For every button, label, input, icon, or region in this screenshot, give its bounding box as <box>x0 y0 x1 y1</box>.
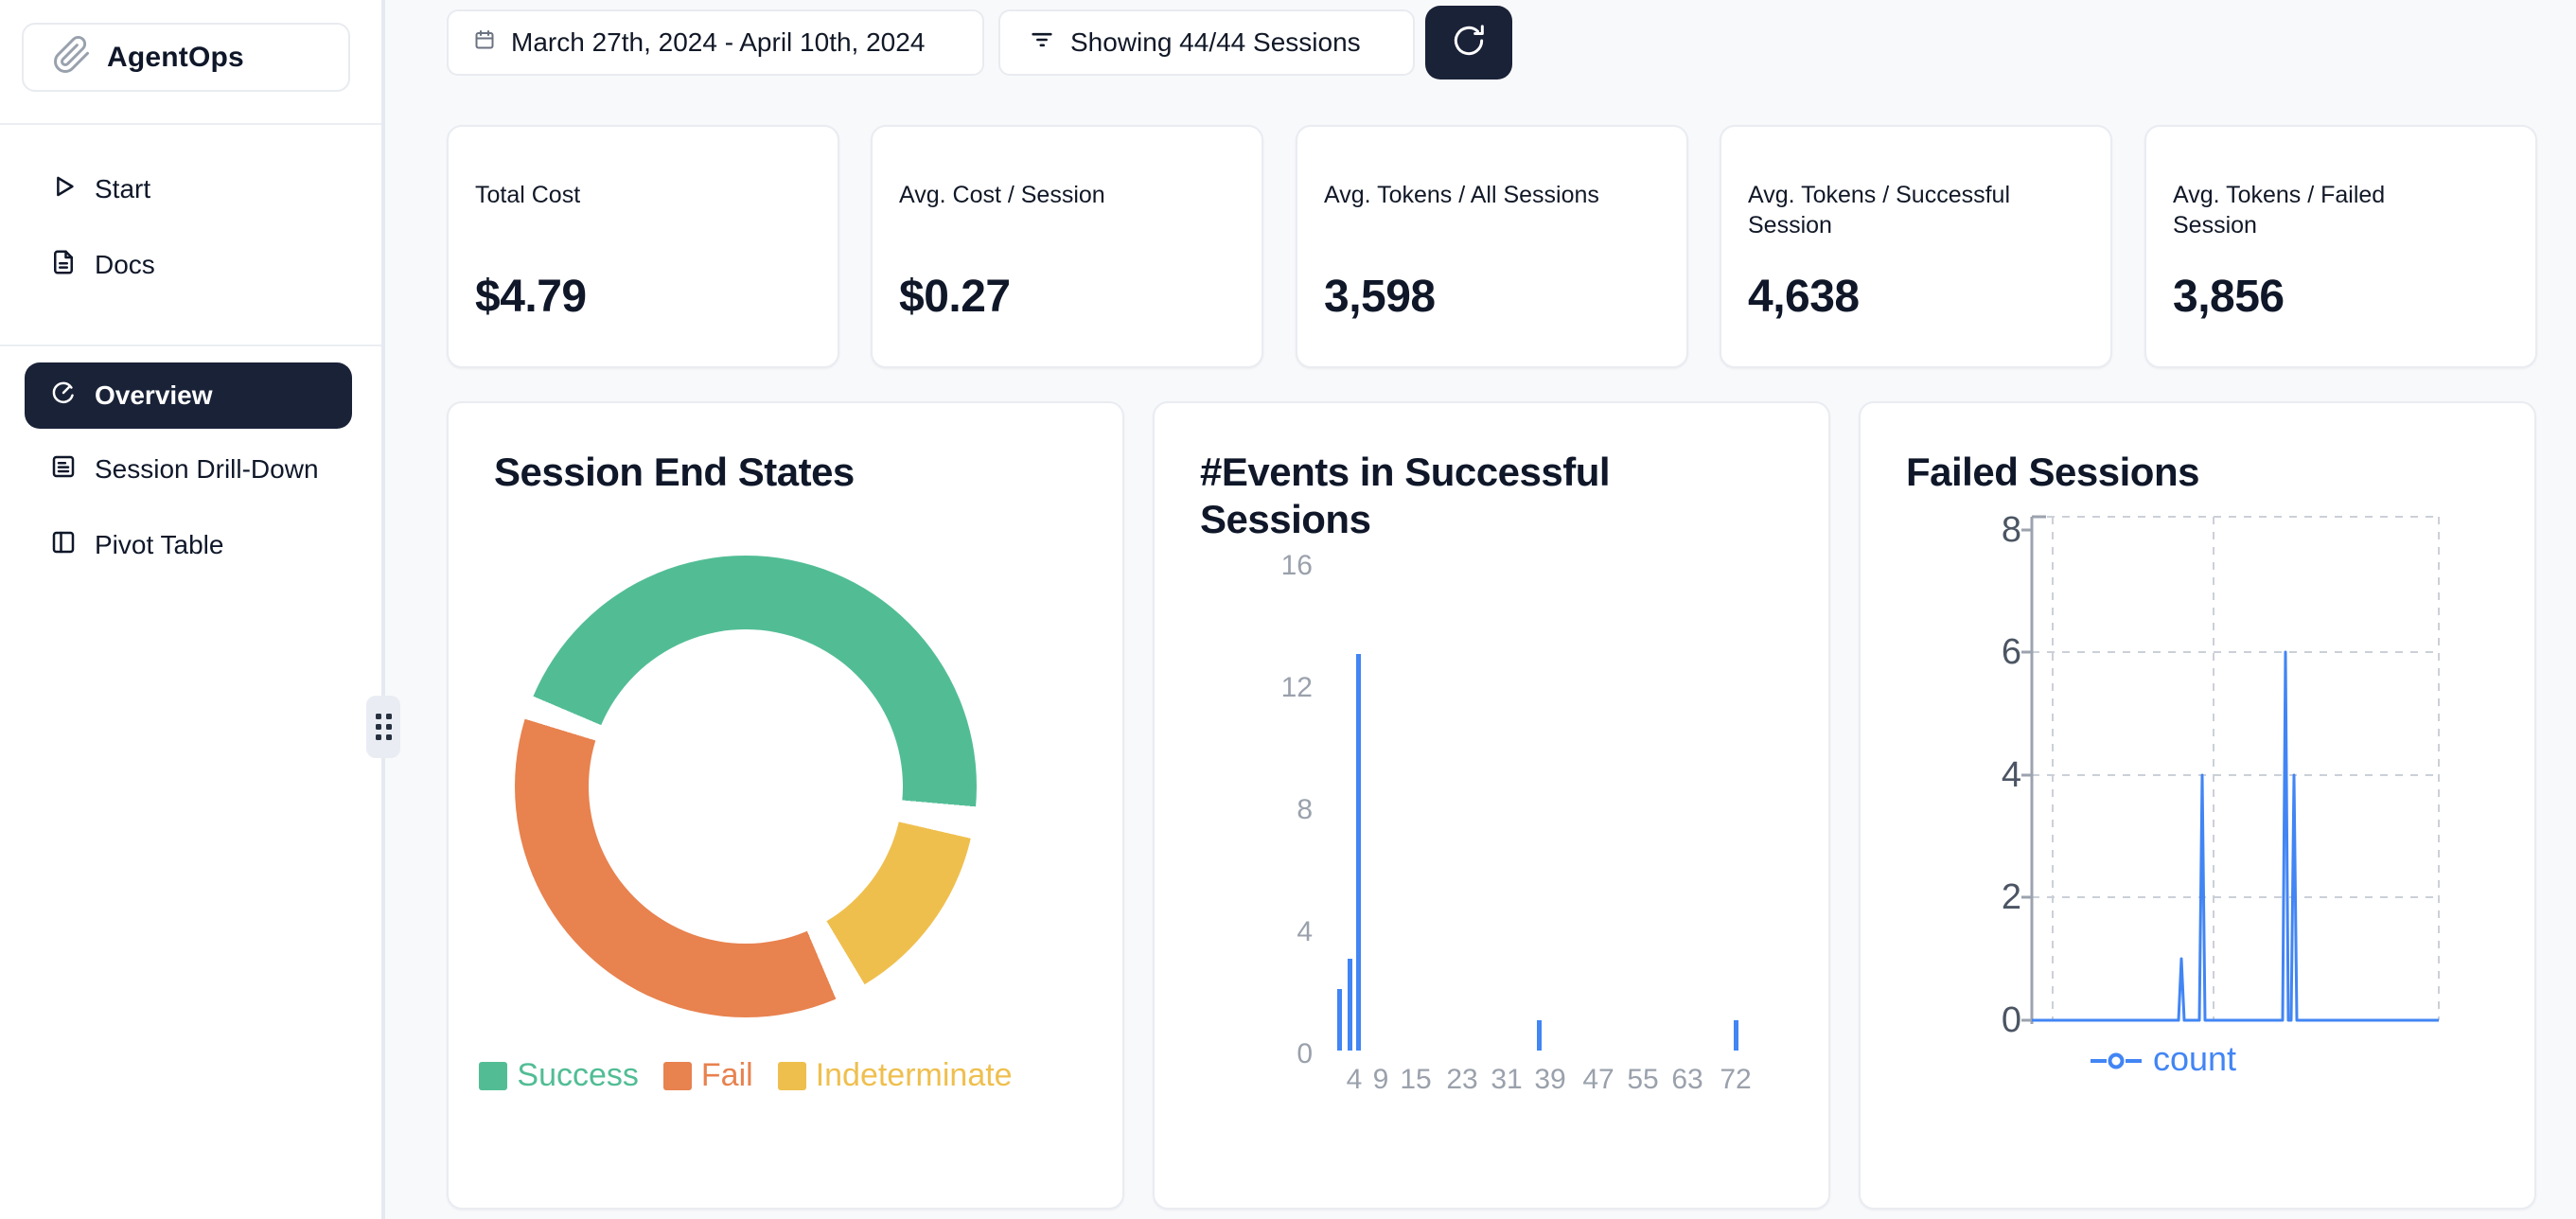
date-range-button[interactable]: March 27th, 2024 - April 10th, 2024 <box>447 9 984 76</box>
stat-card-avg-tokens-all: Avg. Tokens / All Sessions 3,598 <box>1296 125 1688 368</box>
stat-card-avg-tokens-failed: Avg. Tokens / Failed Session 3,856 <box>2144 125 2537 368</box>
chart-title: Session End States <box>494 450 855 494</box>
chart-title: Failed Sessions <box>1906 450 2199 494</box>
x-axis-tick: 31 <box>1491 1064 1523 1095</box>
x-axis-tick: 39 <box>1534 1064 1566 1095</box>
x-axis-tick: 47 <box>1582 1064 1614 1095</box>
stat-card-avg-cost-session: Avg. Cost / Session $0.27 <box>871 125 1263 368</box>
stat-value: 4,638 <box>1748 272 1860 322</box>
stat-value: 3,598 <box>1324 272 1436 322</box>
stat-label: Avg. Tokens / Successful Session <box>1748 182 2011 238</box>
sessions-filter-label: Showing 44/44 Sessions <box>1070 27 1361 57</box>
x-axis-tick: 72 <box>1720 1064 1752 1095</box>
gauge-icon <box>49 379 78 414</box>
legend-label: Indeterminate <box>815 1057 1013 1093</box>
legend-item-fail[interactable]: Fail <box>662 1057 753 1094</box>
x-axis-tick: 63 <box>1671 1064 1703 1095</box>
sessions-filter-button[interactable]: Showing 44/44 Sessions <box>998 9 1415 76</box>
y-axis-tick: 12 <box>1280 672 1313 703</box>
histogram-bar <box>1537 1020 1542 1051</box>
calendar-icon <box>473 27 496 58</box>
chart-title: #Events in Successful Sessions <box>1200 450 1611 541</box>
panel-drag-handle[interactable] <box>366 696 400 758</box>
y-axis-tick: 6 <box>2001 632 2021 672</box>
y-axis-tick: 0 <box>2001 1000 2021 1040</box>
stat-value: $4.79 <box>475 272 587 322</box>
stat-value: $0.27 <box>899 272 1011 322</box>
sidebar-item-label: Overview <box>95 380 213 410</box>
y-axis-tick: 8 <box>1297 794 1313 825</box>
sidebar: AgentOps Start Docs <box>0 0 381 1219</box>
sidebar-item-label: Docs <box>95 250 155 279</box>
legend-label: Success <box>517 1057 639 1093</box>
spike-line-plot <box>2021 515 2440 1024</box>
stat-label: Avg. Cost / Session <box>899 182 1105 208</box>
line-marker-icon <box>2090 1039 2142 1079</box>
sidebar-item-label: Pivot Table <box>95 530 224 559</box>
filter-icon <box>1029 26 1055 60</box>
x-axis-tick: 4 <box>1346 1064 1363 1095</box>
sidebar-divider <box>0 344 381 346</box>
histogram-bar <box>1348 959 1352 1051</box>
panel-divider <box>381 0 385 1219</box>
brand-card[interactable]: AgentOps <box>22 23 350 92</box>
legend-swatch <box>662 1061 692 1090</box>
refresh-icon <box>1450 22 1488 64</box>
y-axis-tick: 16 <box>1280 550 1313 581</box>
paperclip-logo-icon <box>52 35 92 80</box>
play-icon <box>49 172 78 207</box>
sidebar-divider <box>0 123 381 125</box>
legend-swatch <box>777 1061 806 1090</box>
histogram-bar <box>1356 654 1361 1051</box>
legend-label: count <box>2152 1039 2237 1078</box>
grip-dots-icon <box>375 714 392 740</box>
y-axis-tick: 4 <box>1297 916 1313 947</box>
stat-label: Total Cost <box>475 182 581 208</box>
sidebar-item-label: Start <box>95 174 151 203</box>
legend-item-success[interactable]: Success <box>479 1057 639 1094</box>
stat-value: 3,856 <box>2173 272 2285 322</box>
x-axis-tick: 9 <box>1372 1064 1389 1095</box>
legend-item-count[interactable]: count <box>1861 1039 2466 1079</box>
chart-card-events-histogram: #Events in Successful Sessions 16 12 8 4… <box>1153 401 1830 1210</box>
sidebar-item-session-drilldown[interactable]: Session Drill-Down <box>25 443 356 496</box>
x-axis-tick: 15 <box>1400 1064 1432 1095</box>
chart-card-session-end-states: Session End States Success Fail Indeterm… <box>447 401 1124 1210</box>
sidebar-item-docs[interactable]: Docs <box>25 238 356 292</box>
stat-label: Avg. Tokens / All Sessions <box>1324 182 1599 208</box>
sidebar-item-label: Session Drill-Down <box>95 454 319 484</box>
stat-card-avg-tokens-successful: Avg. Tokens / Successful Session 4,638 <box>1720 125 2112 368</box>
sidebar-item-start[interactable]: Start <box>25 163 356 216</box>
stat-card-total-cost: Total Cost $4.79 <box>447 125 839 368</box>
list-box-icon <box>49 452 78 487</box>
histogram-bar <box>1734 1020 1738 1051</box>
legend-swatch <box>479 1061 508 1090</box>
x-axis-tick: 55 <box>1627 1064 1659 1095</box>
sidebar-item-pivot-table[interactable]: Pivot Table <box>25 519 356 572</box>
refresh-button[interactable] <box>1425 6 1512 80</box>
y-axis-tick: 2 <box>2001 877 2021 917</box>
y-axis-tick: 8 <box>2001 510 2021 550</box>
donut-legend: Success Fail Indeterminate <box>449 1057 1043 1094</box>
date-range-label: March 27th, 2024 - April 10th, 2024 <box>511 27 926 57</box>
y-axis-tick: 0 <box>1297 1038 1313 1069</box>
histogram-bar <box>1337 989 1342 1051</box>
columns-icon <box>49 528 78 563</box>
legend-label: Fail <box>700 1057 753 1093</box>
x-axis-tick: 23 <box>1446 1064 1478 1095</box>
chart-card-failed-sessions: Failed Sessions 8 6 4 2 0 <box>1859 401 2536 1210</box>
stat-label: Avg. Tokens / Failed Session <box>2173 182 2386 238</box>
sidebar-item-overview-active[interactable]: Overview <box>25 362 352 429</box>
y-axis-tick: 4 <box>2001 755 2021 795</box>
document-icon <box>49 248 78 283</box>
donut-chart <box>515 556 977 1017</box>
legend-item-indeterminate[interactable]: Indeterminate <box>777 1057 1013 1094</box>
brand-name: AgentOps <box>107 41 244 73</box>
